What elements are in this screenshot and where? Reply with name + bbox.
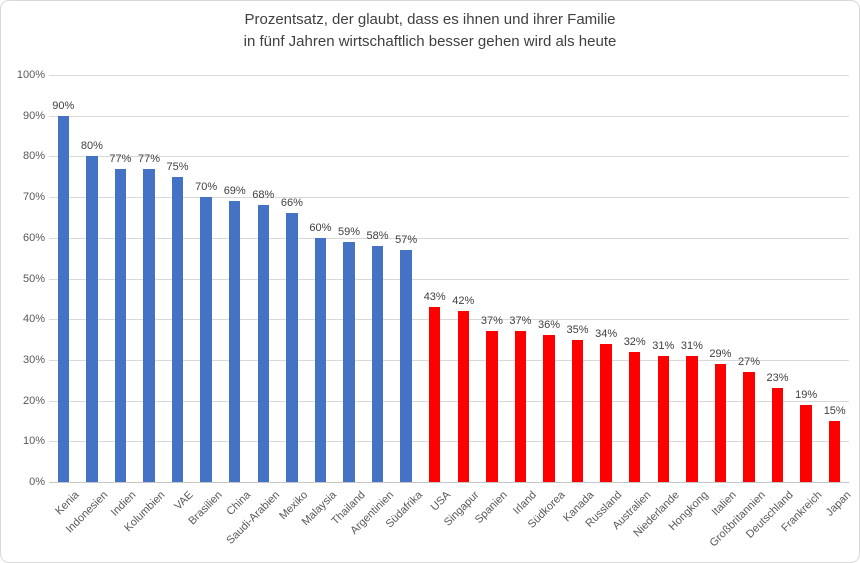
y-tick-label: 100% xyxy=(16,69,45,81)
bar xyxy=(771,388,784,482)
y-tick-label: 0% xyxy=(29,476,45,488)
bar-value-label: 36% xyxy=(537,319,561,332)
bar xyxy=(143,168,155,482)
bar-value-label: 23% xyxy=(766,372,789,385)
x-axis-label: VAE xyxy=(172,489,197,513)
bar-value-label: 90% xyxy=(52,99,75,112)
bar-value-label: 37% xyxy=(509,315,532,328)
bar-value-label: 29% xyxy=(709,347,732,360)
bar xyxy=(114,168,127,482)
bar xyxy=(629,351,641,482)
bar xyxy=(343,241,355,482)
x-axis-line xyxy=(49,482,849,483)
bar-value-label: 15% xyxy=(823,404,846,417)
bar-value-label: 69% xyxy=(223,185,246,198)
bar xyxy=(171,176,184,482)
bar xyxy=(400,250,412,482)
y-tick-label: 80% xyxy=(22,150,45,163)
gridline xyxy=(49,359,849,361)
y-tick-label: 30% xyxy=(22,353,45,366)
gridline xyxy=(49,115,849,117)
gridline xyxy=(49,197,849,199)
bar xyxy=(486,331,498,482)
bar xyxy=(286,213,298,482)
bar-value-label: 35% xyxy=(566,323,589,336)
bar-value-label: 58% xyxy=(366,229,389,242)
bar xyxy=(229,201,241,482)
x-axis-label: Japan xyxy=(823,489,854,519)
bar xyxy=(800,404,812,482)
bar xyxy=(686,355,698,482)
bar xyxy=(314,237,327,482)
chart-title-line2: in fünf Jahren wirtschaftlich besser geh… xyxy=(243,33,617,50)
y-tick-label: 90% xyxy=(22,109,45,122)
bar xyxy=(257,205,269,482)
bar xyxy=(543,335,555,482)
bar-value-label: 34% xyxy=(595,327,618,340)
bar xyxy=(371,245,384,482)
gridline xyxy=(49,400,849,402)
bar xyxy=(743,372,755,482)
bar-value-label: 77% xyxy=(137,152,161,165)
gridline xyxy=(49,319,849,321)
chart-title-line1: Prozentsatz, der glaubt, dass es ihnen u… xyxy=(244,11,616,28)
y-tick-label: 10% xyxy=(22,435,45,448)
bar xyxy=(600,343,612,482)
bar-value-label: 37% xyxy=(480,315,503,328)
bar xyxy=(429,306,441,482)
chart-title: Prozentsatz, der glaubt, dass es ihnen u… xyxy=(1,9,859,53)
bar xyxy=(514,331,527,482)
bar xyxy=(714,363,727,482)
bar xyxy=(829,420,841,482)
y-tick-label: 60% xyxy=(22,231,45,244)
bar-value-label: 57% xyxy=(395,234,418,246)
y-tick-label: 70% xyxy=(22,191,45,204)
bar xyxy=(57,115,69,482)
gridline xyxy=(49,156,849,158)
bar-value-label: 31% xyxy=(680,339,703,352)
bar-value-label: 75% xyxy=(166,160,189,173)
bar-value-label: 19% xyxy=(795,388,818,401)
gridline xyxy=(49,278,849,280)
y-tick-label: 40% xyxy=(22,313,45,326)
bar xyxy=(571,339,584,482)
bar xyxy=(657,355,669,482)
bar-value-label: 70% xyxy=(195,181,218,194)
bar-value-label: 68% xyxy=(252,189,275,202)
bar-value-label: 31% xyxy=(652,339,675,352)
gridline xyxy=(49,237,849,239)
bar-value-label: 27% xyxy=(737,356,761,369)
bar-value-label: 59% xyxy=(337,225,361,238)
gridline xyxy=(49,75,849,76)
bar-value-label: 66% xyxy=(280,197,303,210)
bar-value-label: 32% xyxy=(623,335,646,348)
bar-value-label: 80% xyxy=(80,140,103,153)
bar-value-label: 43% xyxy=(423,290,446,303)
y-tick-label: 20% xyxy=(22,394,45,407)
bar-value-label: 60% xyxy=(309,221,332,234)
bar-value-label: 77% xyxy=(109,152,132,165)
bar-value-label: 42% xyxy=(452,295,475,308)
bar xyxy=(200,197,212,482)
bar xyxy=(86,156,98,482)
y-tick-label: 50% xyxy=(22,272,45,285)
bar xyxy=(457,311,469,482)
gridline xyxy=(49,441,849,443)
